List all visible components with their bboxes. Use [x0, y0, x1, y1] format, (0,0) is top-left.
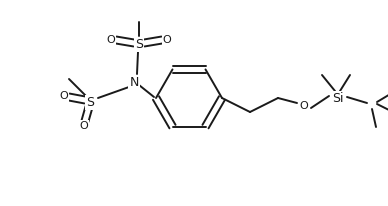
Text: O: O — [107, 35, 115, 45]
Text: S: S — [135, 37, 143, 50]
Text: S: S — [86, 96, 94, 109]
Text: N: N — [129, 76, 139, 89]
Text: Si: Si — [332, 91, 344, 104]
Text: O: O — [60, 91, 68, 101]
Text: O: O — [300, 101, 308, 111]
Text: O: O — [163, 35, 171, 45]
Text: O: O — [80, 121, 88, 131]
